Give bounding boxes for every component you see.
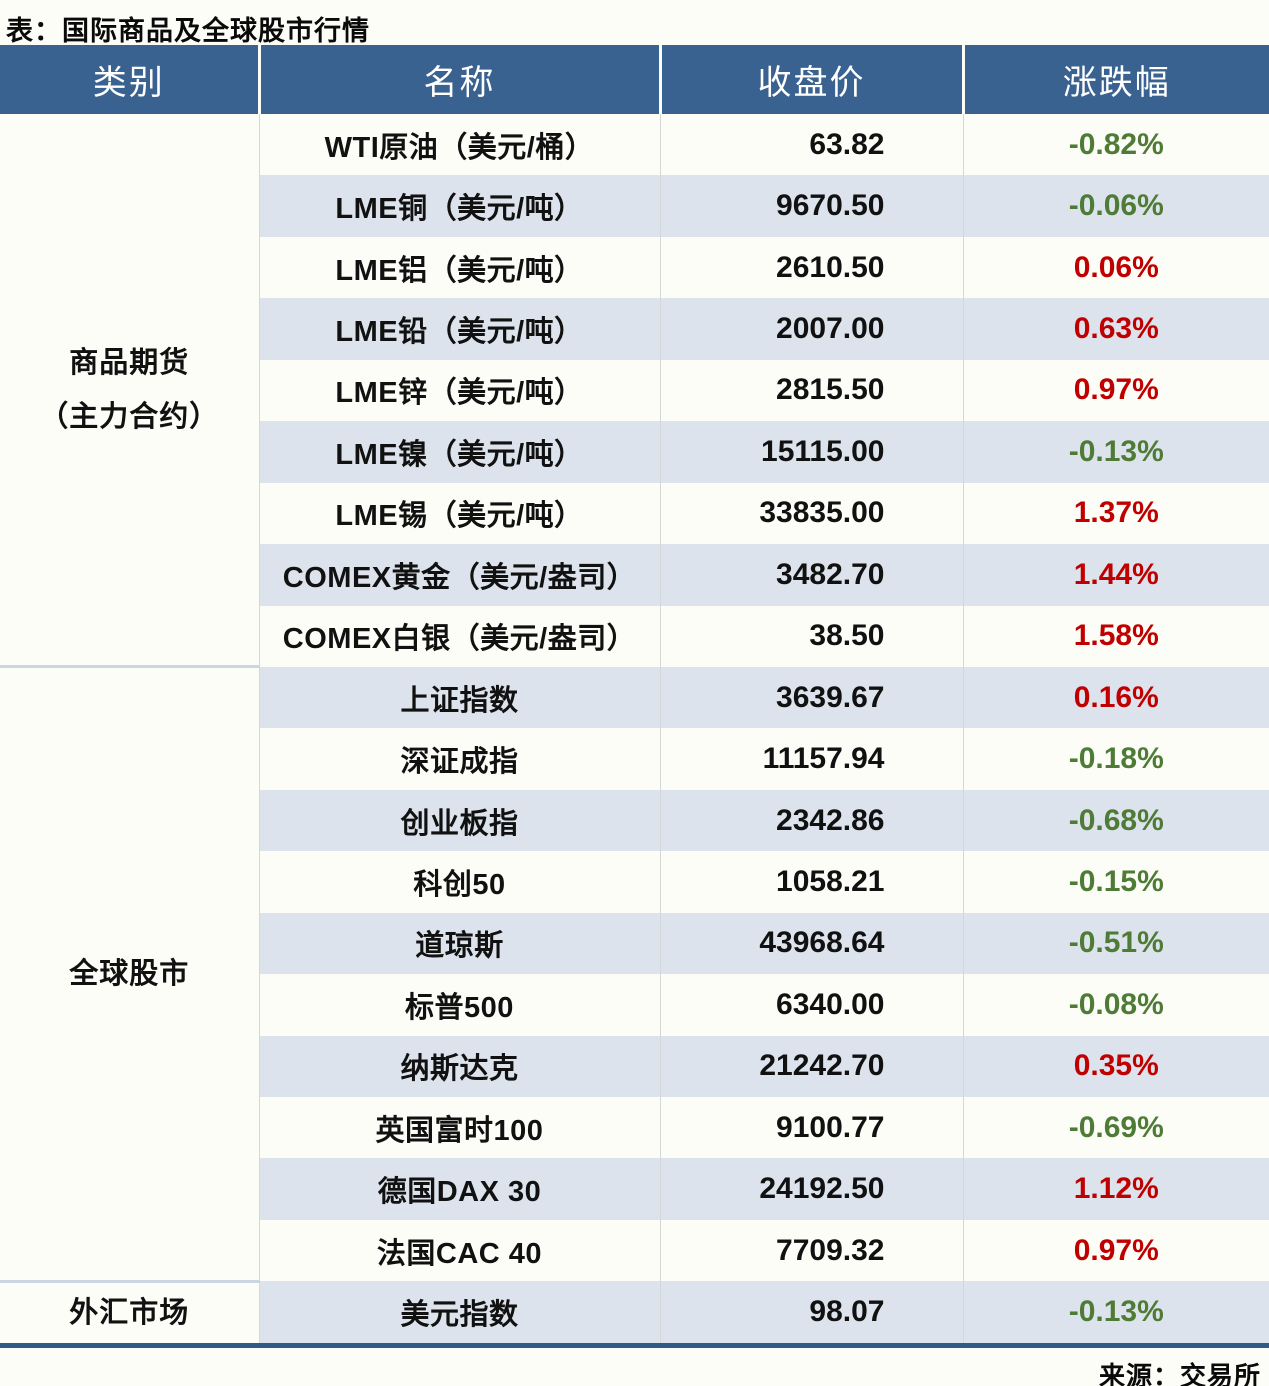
table-row: 深证成指 11157.94 -0.18% <box>0 728 1269 790</box>
table-row: 法国CAC 40 7709.32 0.97% <box>0 1219 1269 1282</box>
change-cell: 1.44% <box>963 544 1269 606</box>
name-cell: 科创50 <box>259 851 661 913</box>
table-row: 全球股市 上证指数 3639.67 0.16% <box>0 665 1269 1282</box>
table-row: COMEX白银（美元/盎司） 38.50 1.58% <box>0 605 1269 667</box>
column-header-category: 类别 <box>0 45 261 114</box>
name-cell: LME铝（美元/吨） <box>259 236 661 299</box>
table-row: 德国DAX 30 24192.50 1.12% <box>0 1158 1269 1220</box>
change-cell: 0.35% <box>963 1035 1269 1097</box>
table-row: 标普500 6340.00 -0.08% <box>0 974 1269 1036</box>
close-cell: 2342.86 <box>660 789 964 852</box>
change-cell: 1.37% <box>1073 496 1159 530</box>
close-cell: 15115.00 <box>660 421 964 483</box>
table-row: COMEX黄金（美元/盎司） 3482.70 1.44% <box>0 544 1269 606</box>
category-label-line: 商品期货 <box>69 346 190 379</box>
name-cell: COMEX黄金（美元/盎司） <box>259 544 661 606</box>
name-cell: 英国富时100 <box>259 1097 661 1159</box>
name-cell: LME铜（美元/吨） <box>259 175 661 237</box>
name-cell: 创业板指 <box>259 789 661 852</box>
change-cell: 0.97% <box>1073 373 1159 407</box>
column-header-name: 名称 <box>259 45 662 114</box>
change-cell: 0.16% <box>963 666 1269 729</box>
table-body: 商品期货 （主力合约） WTI原油（美元/桶） 63.82 -0.82% LME铜（美元/… <box>0 114 1269 1343</box>
change-cell: -0.06% <box>963 175 1269 237</box>
close-cell: 9100.77 <box>660 1097 964 1159</box>
close-cell: 2610.50 <box>660 236 964 299</box>
change-cell: -0.69% <box>1068 1110 1164 1144</box>
change-cell: -0.18% <box>1068 742 1164 776</box>
category-cell: 外汇市场 <box>0 1279 260 1343</box>
table-row: LME镍（美元/吨） 15115.00 -0.13% <box>0 421 1269 483</box>
table-row: LME铅（美元/吨） 2007.00 0.63% <box>0 298 1269 360</box>
close-cell: 33835.00 <box>660 482 964 545</box>
table-row: 创业板指 2342.86 -0.68% <box>0 789 1269 852</box>
header-row: 类别 名称 收盘价 涨跌幅 <box>0 45 1269 114</box>
category-label-line: 全球股市 <box>69 958 190 991</box>
change-cell: 0.97% <box>1073 1233 1159 1267</box>
change-cell: 0.06% <box>1073 250 1159 284</box>
close-cell: 98.07 <box>660 1281 964 1343</box>
name-cell: 德国DAX 30 <box>259 1158 661 1220</box>
close-cell: 2007.00 <box>660 298 964 360</box>
column-header-change: 涨跌幅 <box>963 45 1269 114</box>
close-cell: 1058.21 <box>660 851 964 913</box>
name-cell: WTI原油（美元/桶） <box>259 114 661 176</box>
change-cell: -0.51% <box>963 912 1269 975</box>
table-bottom-border <box>0 1342 1269 1348</box>
category-cell: 全球股市 <box>0 665 260 1282</box>
close-cell: 43968.64 <box>660 912 964 975</box>
table-row: 科创50 1058.21 -0.15% <box>0 851 1269 913</box>
name-cell: 法国CAC 40 <box>259 1219 661 1282</box>
change-cell: -0.13% <box>963 421 1269 483</box>
close-cell: 3639.67 <box>660 666 964 729</box>
close-cell: 9670.50 <box>660 175 964 237</box>
name-cell: COMEX白银（美元/盎司） <box>259 605 661 667</box>
table-row: LME铜（美元/吨） 9670.50 -0.06% <box>0 175 1269 237</box>
close-cell: 11157.94 <box>660 728 964 790</box>
name-cell: LME锡（美元/吨） <box>259 482 661 545</box>
change-cell: 1.12% <box>963 1158 1269 1220</box>
name-cell: 标普500 <box>259 974 661 1036</box>
close-cell: 3482.70 <box>660 544 964 606</box>
change-cell: 0.63% <box>963 298 1269 360</box>
close-cell: 6340.00 <box>660 974 964 1036</box>
table-row: 外汇市场 美元指数 98.07 -0.13% <box>0 1279 1269 1343</box>
close-cell: 2815.50 <box>660 359 964 422</box>
change-cell: -0.15% <box>1068 864 1164 898</box>
name-cell: 道琼斯 <box>259 912 661 975</box>
change-cell: -0.82% <box>1068 127 1164 161</box>
name-cell: LME锌（美元/吨） <box>259 359 661 422</box>
name-cell: 上证指数 <box>259 666 661 729</box>
table-row: LME锡（美元/吨） 33835.00 1.37% <box>0 482 1269 545</box>
table-row: LME锌（美元/吨） 2815.50 0.97% <box>0 359 1269 422</box>
name-cell: 美元指数 <box>259 1281 661 1343</box>
category-label-line: （主力合约） <box>39 400 220 433</box>
table-row: 英国富时100 9100.77 -0.69% <box>0 1097 1269 1159</box>
close-cell: 7709.32 <box>660 1219 964 1282</box>
quotes-table: 类别 名称 收盘价 涨跌幅 商品期货 （主力合约） WTI原油（美元/桶） 63.82… <box>0 45 1269 1343</box>
page-title: 表：国际商品及全球股市行情 <box>6 16 370 46</box>
close-cell: 21242.70 <box>660 1035 964 1097</box>
table-row: LME铝（美元/吨） 2610.50 0.06% <box>0 236 1269 299</box>
change-cell: -0.08% <box>1068 987 1164 1021</box>
change-cell: -0.68% <box>963 789 1269 852</box>
name-cell: LME镍（美元/吨） <box>259 421 661 483</box>
table-row: 道琼斯 43968.64 -0.51% <box>0 912 1269 975</box>
category-label-line: 外汇市场 <box>69 1296 190 1329</box>
close-cell: 38.50 <box>660 605 964 667</box>
table-row: 商品期货 （主力合约） WTI原油（美元/桶） 63.82 -0.82% <box>0 114 1269 667</box>
category-cell: 商品期货 （主力合约） <box>0 114 260 667</box>
column-header-close: 收盘价 <box>660 45 965 114</box>
table-header: 类别 名称 收盘价 涨跌幅 <box>0 45 1269 114</box>
change-cell: -0.13% <box>963 1281 1269 1343</box>
close-cell: 63.82 <box>660 114 964 176</box>
table-row: 纳斯达克 21242.70 0.35% <box>0 1035 1269 1097</box>
change-cell: 1.58% <box>1073 619 1159 653</box>
name-cell: LME铅（美元/吨） <box>259 298 661 360</box>
name-cell: 深证成指 <box>259 728 661 790</box>
name-cell: 纳斯达克 <box>259 1035 661 1097</box>
close-cell: 24192.50 <box>660 1158 964 1220</box>
source-label: 来源：交易所 <box>1098 1360 1261 1386</box>
